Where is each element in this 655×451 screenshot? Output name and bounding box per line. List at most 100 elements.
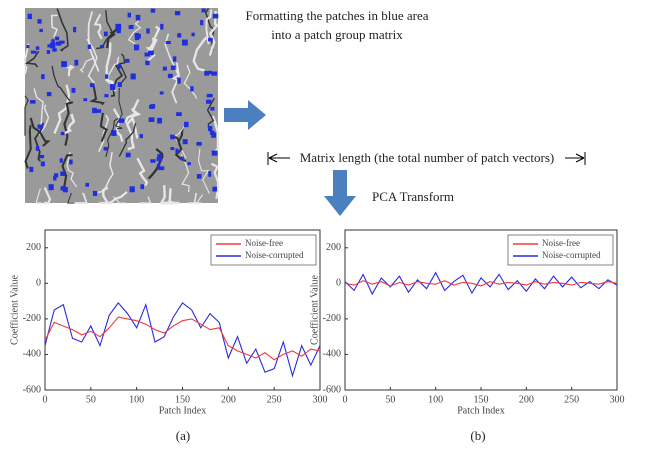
crack bbox=[65, 64, 74, 77]
blue-patch bbox=[61, 61, 67, 67]
length-marker bbox=[267, 152, 586, 165]
crack bbox=[118, 53, 127, 84]
blue-patch bbox=[40, 161, 45, 167]
blue-patch bbox=[208, 37, 213, 42]
blue-patch bbox=[96, 109, 102, 113]
crack bbox=[53, 84, 71, 134]
bark-image bbox=[24, 7, 220, 205]
blue-patch bbox=[187, 162, 191, 166]
blue-patch bbox=[30, 50, 37, 54]
crack bbox=[51, 65, 71, 102]
blue-patch bbox=[211, 71, 218, 76]
blue-patch bbox=[92, 190, 98, 196]
y-tick-label: -200 bbox=[23, 313, 41, 324]
blue-patch bbox=[49, 42, 56, 49]
blue-patch bbox=[37, 19, 42, 24]
blue-patch bbox=[212, 186, 218, 192]
blue-patch bbox=[99, 44, 105, 49]
crack bbox=[210, 162, 220, 200]
blue-patch bbox=[104, 94, 109, 98]
blue-patch bbox=[145, 60, 150, 66]
blue-patch bbox=[157, 117, 162, 124]
series-line bbox=[44, 316, 321, 361]
blue-patch bbox=[210, 106, 215, 111]
blue-patch bbox=[48, 184, 54, 191]
blue-patch bbox=[134, 33, 139, 37]
blue-patch bbox=[89, 83, 95, 88]
legend-label: Noise-free bbox=[542, 238, 580, 248]
x-tick-label: 100 bbox=[129, 394, 144, 405]
legend-label: Noise-corrupted bbox=[245, 250, 304, 260]
blue-patch bbox=[147, 50, 154, 56]
pca-label: PCA Transform bbox=[372, 189, 454, 204]
blue-patch bbox=[35, 145, 40, 151]
blue-patch bbox=[180, 156, 184, 161]
y-tick-label: 200 bbox=[26, 242, 41, 253]
blue-patch bbox=[27, 13, 32, 20]
blue-patch bbox=[177, 77, 181, 84]
blue-patch bbox=[59, 158, 63, 163]
x-axis-label: Patch Index bbox=[457, 405, 505, 416]
blue-patch bbox=[125, 152, 131, 158]
crack bbox=[139, 196, 152, 204]
y-tick-label: 0 bbox=[336, 278, 341, 289]
crack bbox=[67, 192, 75, 204]
crack bbox=[124, 107, 138, 123]
blue-patch bbox=[201, 8, 206, 13]
blue-patch bbox=[127, 12, 132, 18]
crack bbox=[24, 124, 32, 169]
blue-patch bbox=[210, 130, 215, 135]
blue-patch bbox=[156, 163, 161, 168]
blue-patch bbox=[176, 112, 182, 116]
blue-patch bbox=[207, 125, 213, 132]
blue-patch bbox=[206, 93, 213, 98]
blue-patch bbox=[196, 142, 202, 146]
blue-patch bbox=[148, 117, 155, 122]
crack bbox=[208, 10, 220, 56]
crack bbox=[113, 196, 126, 204]
crack bbox=[33, 88, 44, 127]
blue-patch bbox=[191, 32, 195, 37]
crack bbox=[136, 157, 149, 187]
blue-patch bbox=[71, 87, 76, 93]
crack bbox=[107, 56, 120, 85]
blue-patch bbox=[212, 13, 219, 19]
blue-patch bbox=[208, 70, 212, 74]
y-tick-label: 0 bbox=[36, 278, 41, 289]
crack bbox=[87, 11, 100, 72]
blue-patch bbox=[181, 39, 188, 46]
x-tick-label: 150 bbox=[175, 394, 190, 405]
blue-patch bbox=[117, 64, 121, 70]
x-tick-label: 0 bbox=[343, 394, 348, 405]
crack bbox=[105, 42, 117, 92]
crack bbox=[63, 101, 74, 146]
down-arrow bbox=[324, 170, 356, 216]
blue-patch bbox=[29, 166, 34, 173]
crack bbox=[130, 98, 142, 139]
blue-patch bbox=[211, 132, 217, 138]
x-tick-label: 300 bbox=[610, 394, 625, 405]
blue-patch bbox=[35, 46, 40, 50]
crack bbox=[210, 115, 220, 156]
blue-patch bbox=[157, 154, 162, 159]
series-line bbox=[344, 271, 618, 296]
x-tick-label: 200 bbox=[221, 394, 236, 405]
legend-label: Noise-free bbox=[245, 238, 283, 248]
blue-patch bbox=[60, 131, 65, 136]
left-arrowhead bbox=[268, 153, 290, 163]
blue-patch bbox=[55, 36, 60, 41]
blue-patch bbox=[60, 171, 65, 176]
blue-patch bbox=[103, 146, 108, 151]
blue-patch bbox=[128, 24, 134, 30]
series-line bbox=[44, 302, 321, 378]
x-tick-label: 50 bbox=[385, 394, 395, 405]
y-tick-label: -400 bbox=[323, 349, 341, 360]
crack bbox=[101, 186, 112, 205]
crack bbox=[24, 95, 29, 136]
legend-box bbox=[507, 234, 614, 266]
blue-patch bbox=[156, 157, 163, 162]
crack bbox=[35, 188, 42, 204]
blue-patch bbox=[162, 66, 167, 71]
crack bbox=[197, 148, 210, 194]
